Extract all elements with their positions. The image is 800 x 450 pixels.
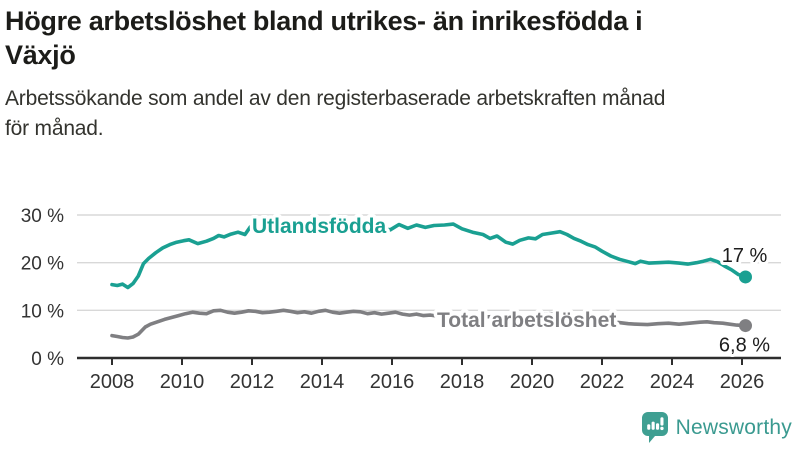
end-dot-total bbox=[739, 319, 752, 333]
series-line-utlandsfodda bbox=[110, 222, 748, 290]
x-tick-label: 2014 bbox=[300, 371, 345, 393]
end-dot-utlandsfodda bbox=[739, 270, 752, 284]
x-tick-label: 2016 bbox=[370, 371, 415, 393]
chart-subtitle-line2: för månad. bbox=[5, 117, 104, 140]
y-tick-label: 20 % bbox=[21, 254, 64, 275]
x-tick-label: 2022 bbox=[580, 371, 625, 393]
chart-title: Högre arbetslöshet bland utrikes- än inr… bbox=[5, 4, 797, 72]
chart-subtitle: Arbetssökande som andel av den registerb… bbox=[5, 84, 797, 144]
newsworthy-logo[interactable]: Newsworthy bbox=[641, 412, 792, 443]
end-value-label-total: 6,8 % bbox=[719, 335, 770, 357]
y-tick-label: 0 % bbox=[31, 349, 64, 370]
chart-header: Högre arbetslöshet bland utrikes- än inr… bbox=[5, 4, 797, 144]
series-label-total: Total arbetslöshet bbox=[437, 309, 616, 332]
chart-subtitle-line1: Arbetssökande som andel av den registerb… bbox=[5, 87, 666, 110]
x-tick-label: 2008 bbox=[90, 371, 135, 393]
x-tick-label: 2012 bbox=[230, 371, 275, 393]
end-value-label-utlandsfodda: 17 % bbox=[722, 245, 768, 267]
series-line-total bbox=[110, 308, 748, 340]
y-tick-label: 10 % bbox=[21, 301, 64, 322]
x-tick-label: 2018 bbox=[440, 371, 485, 393]
x-tick-label: 2020 bbox=[510, 371, 555, 393]
y-tick-label: 30 % bbox=[21, 206, 64, 227]
x-tick-label: 2010 bbox=[160, 371, 205, 393]
newsworthy-logo-text: Newsworthy bbox=[675, 415, 792, 439]
newsworthy-icon bbox=[641, 412, 668, 443]
chart-title-line1: Högre arbetslöshet bland utrikes- än inr… bbox=[5, 6, 643, 36]
chart-title-line2: Växjö bbox=[5, 40, 76, 70]
series-label-utlandsfodda: Utlandsfödda bbox=[252, 215, 386, 238]
x-tick-label: 2024 bbox=[650, 371, 695, 393]
x-tick-label: 2026 bbox=[720, 371, 765, 393]
